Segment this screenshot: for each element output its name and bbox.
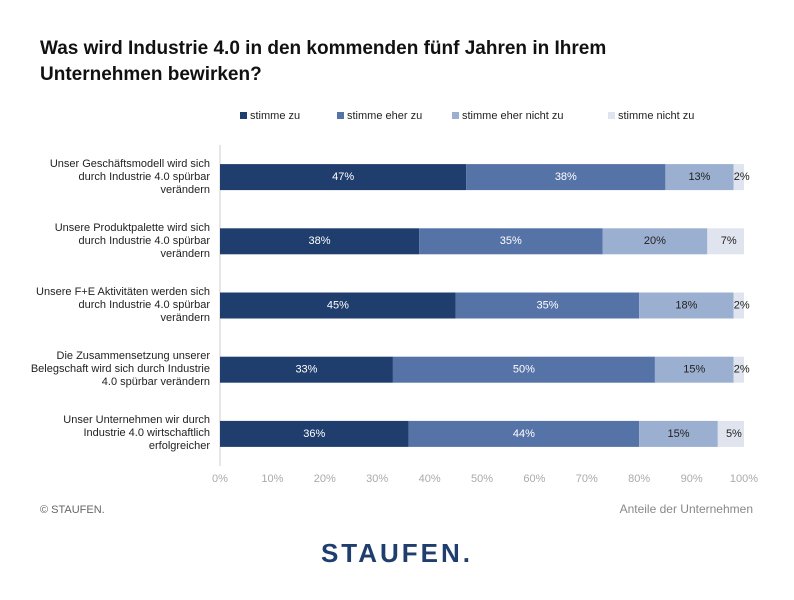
- value-label: 5%: [726, 428, 742, 440]
- bar-segment: [220, 292, 456, 319]
- bar-segment: [733, 292, 744, 319]
- bar-segment: [639, 420, 718, 447]
- category-label: Unser Unternehmen wir durch Industrie 4.…: [63, 414, 210, 453]
- value-label: 2%: [734, 364, 750, 376]
- bar-segment: [639, 292, 734, 319]
- x-tick-label: 20%: [314, 473, 336, 485]
- legend-label: stimme eher nicht zu: [462, 110, 563, 122]
- value-label: 7%: [721, 235, 737, 247]
- category-label: Unsere F+E Aktivitäten werden sich durch…: [36, 286, 210, 324]
- bar-segment: [220, 420, 409, 447]
- category-label: Unsere Produktpalette wird sich durch In…: [54, 221, 210, 260]
- value-label: 2%: [734, 171, 750, 183]
- bar-segment: [220, 228, 420, 255]
- bar-segment: [419, 228, 603, 255]
- bar-segment: [466, 164, 666, 191]
- x-tick-label: 10%: [261, 473, 283, 485]
- bar-segment: [717, 420, 744, 447]
- legend-swatch: [608, 112, 615, 119]
- bar-segment: [733, 356, 744, 383]
- x-tick-label: 40%: [419, 473, 441, 485]
- legend-swatch: [240, 112, 247, 119]
- bar-segment: [455, 292, 640, 319]
- value-label: 38%: [309, 235, 331, 247]
- bar-segment: [408, 420, 640, 447]
- legend-label: stimme eher zu: [347, 110, 422, 122]
- legend-swatch: [337, 112, 344, 119]
- value-label: 50%: [513, 364, 535, 376]
- x-tick-label: 80%: [628, 473, 650, 485]
- value-label: 18%: [675, 299, 697, 311]
- bar-segment: [392, 356, 655, 383]
- x-tick-label: 70%: [576, 473, 598, 485]
- value-label: 36%: [303, 428, 325, 440]
- bar-segment: [602, 228, 708, 255]
- value-label: 47%: [332, 171, 354, 183]
- logo: STAUFEN.: [321, 538, 473, 568]
- x-tick-label: 0%: [212, 473, 228, 485]
- bar-segment: [220, 164, 467, 191]
- x-tick-label: 50%: [471, 473, 493, 485]
- legend-swatch: [452, 112, 459, 119]
- value-label: 15%: [683, 364, 705, 376]
- copyright: © STAUFEN.: [40, 504, 105, 516]
- value-label: 45%: [327, 299, 349, 311]
- x-tick-label: 30%: [366, 473, 388, 485]
- bar-segment: [654, 356, 734, 383]
- value-label: 33%: [295, 364, 317, 376]
- bar-segment: [733, 164, 744, 191]
- bar-segment: [707, 228, 744, 255]
- x-tick-label: 60%: [523, 473, 545, 485]
- bar-segment: [220, 356, 393, 383]
- legend-label: stimme nicht zu: [618, 110, 694, 122]
- value-label: 13%: [688, 171, 710, 183]
- legend-label: stimme zu: [250, 110, 300, 122]
- category-label: Unser Geschäftsmodell wird sich durch In…: [49, 157, 210, 196]
- value-label: 35%: [536, 299, 558, 311]
- value-label: 35%: [500, 235, 522, 247]
- x-tick-label: 90%: [681, 473, 703, 485]
- x-axis-label: Anteile der Unternehmen: [620, 502, 753, 516]
- value-label: 2%: [734, 299, 750, 311]
- x-tick-label: 100%: [730, 473, 758, 485]
- value-label: 38%: [555, 171, 577, 183]
- value-label: 44%: [513, 428, 535, 440]
- category-label: Die Zusammensetzung unserer Belegschaft …: [30, 350, 210, 389]
- value-label: 15%: [667, 428, 689, 440]
- bar-segment: [665, 164, 734, 191]
- chart-title: Was wird Industrie 4.0 in den kommenden …: [40, 38, 607, 85]
- value-label: 20%: [644, 235, 666, 247]
